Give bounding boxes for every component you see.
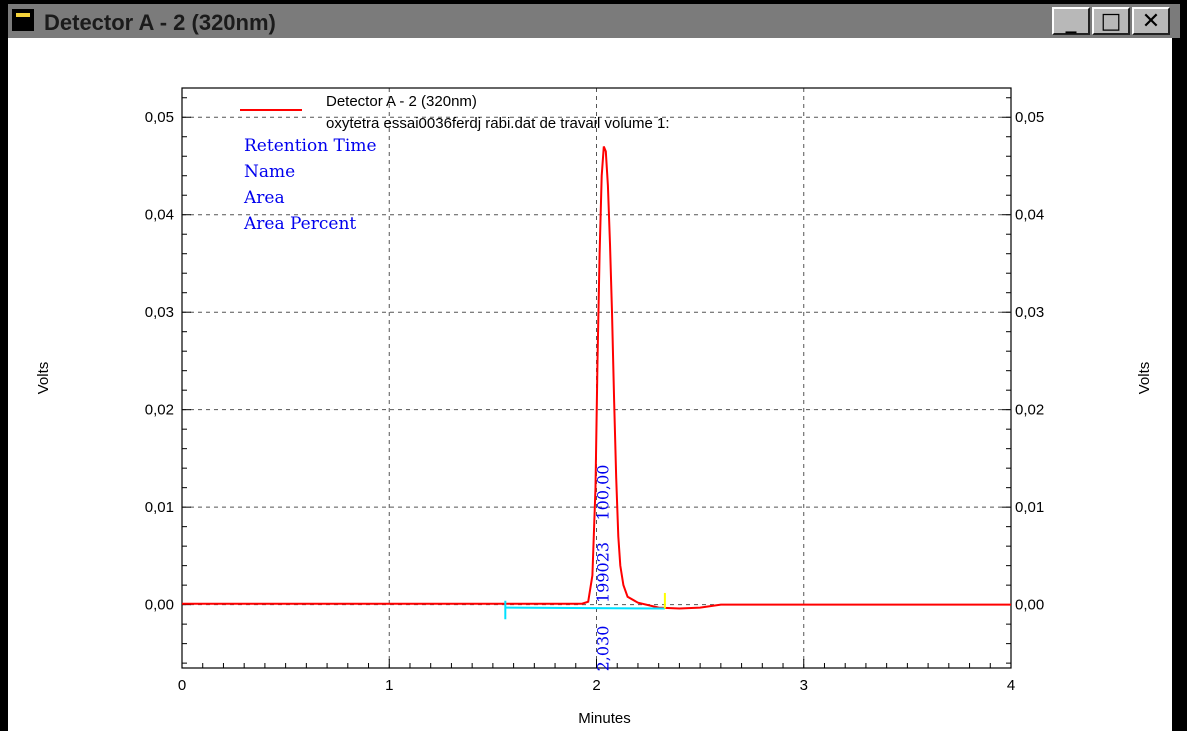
legend: Detector A - 2 (320nm) oxytetra essai003… bbox=[240, 93, 670, 132]
y-tick-label-left: 0,02 bbox=[145, 402, 174, 419]
peak-annotation-labels: Retention Time Name Area Area Percent bbox=[243, 136, 377, 234]
ticks: 0,05 0,05 0,04 0,04 0,03 0,03 0,02 0,02 0,01 0,01… bbox=[145, 97, 1044, 694]
annotation-label: Name bbox=[244, 162, 295, 182]
x-axis-label: Minutes bbox=[578, 710, 631, 727]
chart-panel: 0,05 0,05 0,04 0,04 0,03 0,03 0,02 0,02 0,01 0,01… bbox=[8, 38, 1172, 731]
x-tick-label: 0 bbox=[178, 677, 186, 694]
window-title: Detector A - 2 (320nm) bbox=[44, 10, 276, 35]
chromatogram-chart: 0,05 0,05 0,04 0,04 0,03 0,03 0,02 0,02 0,01 0,01… bbox=[35, 87, 1153, 727]
markers-layer bbox=[504, 592, 666, 620]
peak-labels: 2,030 199023 100,00 bbox=[594, 465, 613, 672]
x-tick-label: 2 bbox=[592, 677, 600, 694]
y-axis-label-right: Volts bbox=[1136, 362, 1153, 395]
minimize-button[interactable]: _ bbox=[1052, 7, 1090, 35]
y-tick-label-right: 0,01 bbox=[1015, 499, 1044, 516]
peak-area-percent-label: 100,00 bbox=[594, 465, 613, 521]
y-tick-label-left: 0,01 bbox=[145, 499, 174, 516]
window-icon bbox=[12, 9, 34, 31]
maximize-button[interactable]: □ bbox=[1092, 7, 1130, 35]
y-tick-label-left: 0,05 bbox=[145, 109, 174, 126]
y-tick-label-right: 0,00 bbox=[1015, 597, 1044, 614]
y-tick-label-right: 0,03 bbox=[1015, 304, 1044, 321]
window-controls: _ □ ✕ bbox=[1052, 7, 1170, 35]
title-bar[interactable]: Detector A - 2 (320nm) _ □ ✕ bbox=[8, 4, 1180, 38]
peak-area-label: 199023 bbox=[594, 542, 613, 603]
close-button[interactable]: ✕ bbox=[1132, 7, 1170, 35]
y-tick-label-right: 0,04 bbox=[1015, 207, 1044, 224]
x-tick-label: 3 bbox=[800, 677, 808, 694]
annotation-label: Area Percent bbox=[243, 214, 356, 234]
y-axis-label: Volts bbox=[35, 362, 52, 395]
y-tick-label-right: 0,05 bbox=[1015, 109, 1044, 126]
y-tick-label-left: 0,04 bbox=[145, 207, 174, 224]
x-tick-label: 1 bbox=[385, 677, 393, 694]
y-tick-label-left: 0,03 bbox=[145, 304, 174, 321]
legend-file: oxytetra essai0036ferdj rabi.dat de trav… bbox=[326, 115, 670, 132]
peak-retention-time-label: 2,030 bbox=[594, 626, 613, 672]
y-tick-label-left: 0,00 bbox=[145, 597, 174, 614]
annotation-label: Retention Time bbox=[244, 136, 377, 156]
annotation-label: Area bbox=[243, 188, 285, 208]
legend-title: Detector A - 2 (320nm) bbox=[326, 93, 477, 110]
x-tick-label: 4 bbox=[1007, 677, 1015, 694]
y-tick-label-right: 0,02 bbox=[1015, 402, 1044, 419]
integration-baseline bbox=[505, 606, 665, 610]
series-layer bbox=[182, 146, 1011, 610]
chromatogram-trace bbox=[182, 146, 1011, 610]
